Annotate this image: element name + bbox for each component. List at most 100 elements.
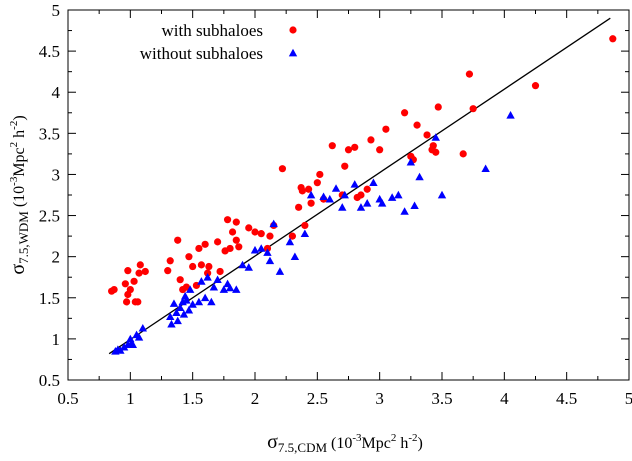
data-point-triangle	[207, 297, 216, 306]
data-point-circle	[341, 162, 349, 170]
data-point-triangle	[167, 319, 176, 328]
data-point-triangle	[387, 193, 397, 201]
data-point-triangle	[415, 172, 424, 181]
data-point-circle	[434, 103, 442, 111]
data-point-triangle	[300, 229, 310, 238]
data-point-circle	[429, 142, 437, 150]
data-point-triangle	[182, 296, 191, 304]
y-tick-label: 5	[52, 1, 61, 20]
data-point-triangle	[437, 190, 447, 199]
data-point-triangle	[176, 303, 185, 312]
data-point-circle	[228, 228, 237, 236]
data-point-triangle	[138, 324, 147, 332]
legend-entry: with subhaloes	[161, 21, 297, 40]
data-point-triangle	[290, 252, 300, 261]
data-point-circle	[110, 285, 118, 294]
y-tick-label: 3	[52, 165, 61, 184]
data-point-circle	[176, 276, 184, 284]
data-point-triangle	[166, 312, 175, 321]
x-tick-label: 3.5	[431, 389, 452, 408]
data-point-circle	[298, 187, 306, 195]
x-tick-label: 4.5	[556, 389, 577, 408]
data-point-triangle	[394, 190, 403, 199]
data-marks	[108, 35, 617, 355]
data-point-triangle	[400, 207, 409, 215]
data-point-triangle	[406, 157, 416, 166]
data-point-circle	[316, 170, 324, 179]
data-point-triangle	[350, 180, 359, 188]
data-point-circle	[266, 232, 274, 240]
data-point-circle	[124, 267, 132, 275]
data-point-triangle	[172, 308, 181, 316]
data-point-triangle	[331, 184, 341, 192]
data-point-circle	[531, 82, 540, 90]
x-tick-label: 5	[625, 389, 632, 408]
data-point-circle	[469, 105, 477, 113]
data-point-triangle	[265, 256, 275, 265]
axes: 0.5 1 1.5 2 2.5 3 3.5 4 4.5 5 0.5 1 1.5 2 2.5 3 3.5 4 4.5 5	[39, 1, 632, 408]
series-with-subhaloes	[108, 35, 617, 306]
data-point-triangle	[238, 260, 247, 269]
data-point-circle	[185, 253, 193, 261]
y-axis-title: σ7.5,WDM (10-3Mpc2 h-2)	[7, 115, 31, 274]
data-point-circle	[232, 236, 240, 244]
x-axis-title: σ7.5,CDM (10-3Mpc2 h-2)	[267, 431, 423, 455]
data-point-circle	[195, 244, 203, 253]
x-tick-label: 1	[126, 389, 135, 408]
data-point-circle	[328, 142, 336, 150]
data-point-triangle	[257, 244, 266, 252]
data-point-circle	[313, 179, 321, 187]
data-point-circle	[432, 148, 440, 156]
data-point-circle	[363, 185, 371, 193]
y-tick-label: 4	[52, 83, 61, 102]
y-tick-label: 1	[52, 330, 61, 349]
data-point-circle	[288, 232, 296, 240]
data-point-triangle	[275, 267, 285, 275]
data-point-circle	[307, 199, 315, 207]
data-point-triangle	[285, 237, 295, 246]
data-point-circle	[245, 224, 253, 232]
data-point-circle	[609, 35, 617, 43]
data-point-triangle	[377, 199, 387, 207]
data-point-circle	[216, 267, 224, 276]
data-point-circle	[121, 280, 129, 288]
data-point-triangle	[169, 299, 179, 307]
data-point-circle	[382, 125, 390, 133]
data-point-triangle	[173, 316, 182, 325]
data-point-triangle	[410, 201, 419, 210]
data-point-circle	[357, 191, 365, 199]
data-point-triangle	[306, 190, 316, 199]
data-point-circle	[295, 203, 303, 211]
data-point-circle	[232, 218, 240, 226]
data-point-triangle	[203, 273, 212, 281]
y-tick-label: 2	[52, 248, 61, 267]
x-tick-label: 2.5	[307, 389, 328, 408]
data-point-triangle	[506, 111, 515, 119]
data-point-triangle	[184, 305, 194, 314]
data-point-triangle	[369, 178, 378, 187]
fit-line-layer	[108, 17, 611, 355]
data-point-circle	[251, 228, 259, 236]
data-point-triangle	[179, 310, 189, 318]
data-point-circle	[423, 131, 431, 139]
series-without-subhaloes	[111, 111, 515, 355]
data-point-triangle	[134, 333, 144, 341]
x-tick-label: 2	[251, 389, 260, 408]
x-tick-label: 1.5	[182, 389, 203, 408]
data-point-triangle	[356, 203, 366, 211]
data-point-triangle	[263, 248, 272, 256]
legend: with subhaloes without subhaloes	[140, 21, 298, 63]
legend-marker-triangle	[288, 48, 298, 57]
data-point-circle	[235, 243, 243, 251]
data-point-circle	[201, 240, 209, 248]
data-point-circle	[301, 221, 309, 230]
data-point-triangle	[232, 285, 241, 293]
data-point-triangle	[225, 283, 235, 292]
data-point-circle	[465, 70, 474, 78]
data-point-circle	[130, 277, 138, 285]
data-point-triangle	[197, 277, 206, 285]
data-point-circle	[136, 261, 144, 269]
data-point-triangle	[244, 263, 253, 271]
